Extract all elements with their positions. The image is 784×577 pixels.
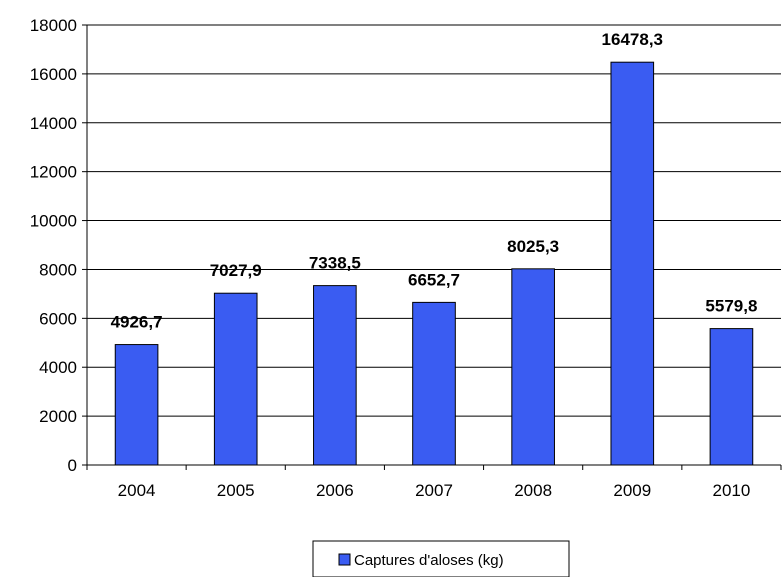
x-tick-labels: 2004 2005 2006 2007 2008 2009 2010 [118, 481, 751, 500]
bar-2006 [313, 285, 357, 466]
legend-label: Captures d'aloses (kg) [354, 552, 504, 569]
x-tick-label: 2008 [514, 481, 552, 500]
bar-2008 [511, 268, 555, 466]
bars [114, 61, 754, 466]
y-tick-label: 10000 [30, 212, 77, 231]
y-tick-label: 12000 [30, 163, 77, 182]
x-tick-label: 2009 [613, 481, 651, 500]
y-tick-label: 18000 [30, 16, 77, 35]
y-tick-label: 6000 [39, 309, 77, 328]
axes [82, 24, 782, 470]
legend-swatch [338, 553, 351, 566]
y-tick-label: 8000 [39, 260, 77, 279]
data-label-2008: 8025,3 [507, 237, 559, 256]
bar-2004 [114, 344, 159, 466]
bar-2007 [412, 301, 456, 466]
gridlines [87, 24, 781, 417]
x-tick-label: 2007 [415, 481, 453, 500]
y-tick-label: 0 [68, 456, 77, 475]
bar-2005 [213, 292, 258, 466]
x-tick-label: 2010 [713, 481, 751, 500]
x-tick-label: 2004 [118, 481, 156, 500]
bar-2010 [709, 328, 754, 466]
data-label-2007: 6652,7 [408, 270, 460, 289]
y-tick-label: 16000 [30, 65, 77, 84]
data-labels: 4926,7 7027,9 7338,5 6652,7 8025,3 16478,3 557… [111, 30, 758, 331]
data-label-2006: 7338,5 [309, 254, 361, 273]
x-tick-label: 2006 [316, 481, 354, 500]
data-label-2010: 5579,8 [705, 297, 757, 316]
data-label-2005: 7027,9 [210, 261, 262, 280]
bar-2009 [610, 61, 655, 466]
x-tick-label: 2005 [217, 481, 255, 500]
y-tick-labels: 0 2000 4000 6000 8000 10000 12000 14000 16000 180… [30, 16, 77, 475]
legend: Captures d'aloses (kg) [312, 540, 570, 577]
data-label-2004: 4926,7 [111, 313, 163, 332]
y-tick-label: 2000 [39, 407, 77, 426]
legend-box [312, 540, 570, 577]
data-label-2009: 16478,3 [602, 30, 663, 49]
y-tick-label: 14000 [30, 114, 77, 133]
y-tick-label: 4000 [39, 358, 77, 377]
